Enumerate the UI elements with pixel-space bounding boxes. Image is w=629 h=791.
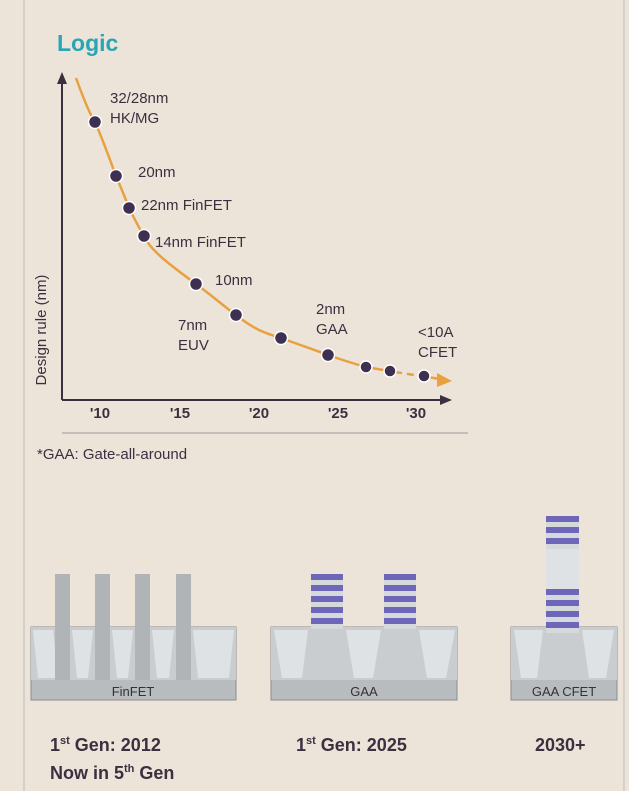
caption-text: 1 (296, 735, 306, 755)
y-axis-label: Design rule (nm) (33, 275, 50, 386)
sheet (384, 585, 416, 591)
node-dot (360, 361, 372, 373)
trench (193, 630, 234, 678)
node-dot (275, 332, 288, 345)
sheet (546, 600, 579, 606)
sheet (311, 618, 343, 624)
footnote: *GAA: Gate-all-around (37, 446, 187, 463)
node-label: 7nm (178, 317, 207, 334)
node-label: <10A (418, 324, 453, 341)
sheet (546, 611, 579, 617)
sheet (311, 607, 343, 613)
node-dot (418, 370, 430, 382)
structure-label: FinFET (112, 684, 155, 699)
caption-text: Gen: 2025 (316, 735, 407, 755)
infographic: Logic Design rule (nm) (0, 0, 629, 791)
node-dot (138, 230, 151, 243)
node-dot (123, 202, 136, 215)
fin (95, 574, 110, 680)
node-label: 20nm (138, 164, 176, 181)
caption-text: 1 (50, 735, 60, 755)
sheet (546, 622, 579, 628)
node-dot (190, 278, 203, 291)
fin (135, 574, 150, 680)
x-tick-label: '10 (90, 405, 110, 422)
x-tick-label: '25 (328, 405, 348, 422)
caption-sup: th (124, 763, 135, 775)
page: {"title": "Logic", "y_axis_label": "Desi… (0, 0, 629, 791)
caption-text: Gen: 2012 (70, 735, 161, 755)
x-tick-label: '15 (170, 405, 190, 422)
caption: Now in 5th Gen (50, 763, 174, 783)
caption-sup: st (60, 735, 70, 747)
sheet (311, 596, 343, 602)
body: Logic Design rule (nm) (0, 0, 629, 791)
caption-text: Now in 5 (50, 763, 124, 783)
caption-text: 2030+ (535, 735, 586, 755)
structure-label: GAA CFET (532, 684, 596, 699)
sheet (311, 574, 343, 580)
caption-sup: st (306, 735, 316, 747)
sheet (384, 574, 416, 580)
node-label: 10nm (215, 272, 253, 289)
sheet (384, 596, 416, 602)
node-label: 22nm FinFET (141, 197, 232, 214)
fin (176, 574, 191, 680)
sheet (546, 516, 579, 522)
node-dot (384, 365, 396, 377)
node-dot (89, 116, 102, 129)
x-tick-label: '20 (249, 405, 269, 422)
node-dot (110, 170, 123, 183)
sheet (384, 607, 416, 613)
node-label: 32/28nm (110, 90, 168, 107)
node-label: 14nm FinFET (155, 234, 246, 251)
x-tick-label: '30 (406, 405, 426, 422)
fin (55, 574, 70, 680)
node-dot (230, 309, 243, 322)
sheet (546, 538, 579, 544)
sheet (546, 527, 579, 533)
node-label: HK/MG (110, 110, 159, 127)
node-dot (322, 349, 335, 362)
node-label: CFET (418, 344, 457, 361)
sheet (546, 589, 579, 595)
node-label: GAA (316, 321, 348, 338)
caption: 2030+ (535, 735, 586, 755)
sheet (311, 585, 343, 591)
title: Logic (57, 30, 119, 56)
node-label: 2nm (316, 301, 345, 318)
structure-label: GAA (350, 684, 378, 699)
node-label: EUV (178, 337, 209, 354)
sheet (384, 618, 416, 624)
caption-text: Gen (134, 763, 174, 783)
